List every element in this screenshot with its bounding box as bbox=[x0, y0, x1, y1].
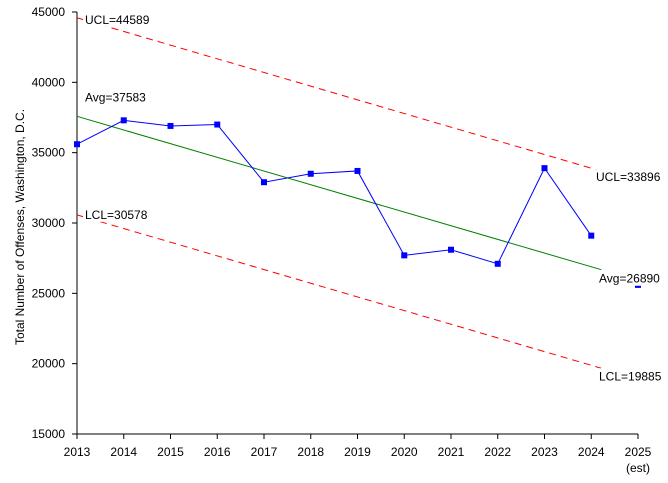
x-tick-label: 2019 bbox=[344, 445, 371, 459]
y-tick-label: 35000 bbox=[32, 146, 66, 160]
y-tick-label: 15000 bbox=[32, 427, 66, 441]
data-point-marker bbox=[120, 117, 127, 124]
data-series bbox=[74, 117, 641, 288]
data-point-marker bbox=[307, 170, 314, 177]
avg-start-label-bg bbox=[83, 89, 145, 105]
lcl-end-label: LCL=19885 bbox=[599, 369, 662, 383]
data-point-marker bbox=[448, 246, 454, 253]
average-line bbox=[76, 115, 602, 271]
data-point-marker bbox=[74, 141, 80, 148]
control-limit-lines bbox=[76, 17, 602, 369]
avg-end-label: Avg=26890 bbox=[599, 272, 660, 286]
lcl-start-label: LCL=30578 bbox=[85, 208, 148, 222]
y-tick-label: 20000 bbox=[32, 357, 66, 371]
data-point-marker bbox=[354, 167, 361, 174]
x-tick-label: 2013 bbox=[64, 445, 91, 459]
avg-start-label: Avg=37583 bbox=[85, 90, 146, 104]
x-tick-label: 2022 bbox=[484, 445, 511, 459]
y-tick-label: 45000 bbox=[32, 5, 66, 19]
data-point-marker bbox=[588, 232, 595, 239]
x-tick-label: 2016 bbox=[204, 445, 231, 459]
ucl-end-label: UCL=33896 bbox=[596, 170, 661, 184]
x-tick-sublabel: (est) bbox=[626, 461, 650, 475]
axes: 15000 20000 25000 30000 35000 40000 45000 2013 2… bbox=[32, 5, 652, 475]
lcl-end-label-bg bbox=[597, 368, 659, 384]
ucl-end-label-bg bbox=[594, 169, 656, 185]
x-tick-label: 2017 bbox=[251, 445, 278, 459]
avg-end-label-bg bbox=[597, 270, 659, 286]
x-tick-label: 2025 bbox=[625, 445, 652, 459]
lcl-line bbox=[76, 214, 602, 369]
data-point-marker bbox=[401, 252, 408, 259]
data-point-marker bbox=[541, 165, 548, 172]
series-line bbox=[76, 119, 592, 265]
y-tick-label: 40000 bbox=[32, 75, 66, 89]
y-tick-label: 25000 bbox=[32, 286, 66, 300]
x-tick-label: 2015 bbox=[157, 445, 184, 459]
x-tick-label: 2020 bbox=[391, 445, 418, 459]
data-point-marker bbox=[214, 121, 221, 128]
lcl-start-label-bg bbox=[83, 206, 145, 222]
ucl-start-label: UCL=44589 bbox=[85, 13, 150, 27]
x-tick-label: 2021 bbox=[438, 445, 465, 459]
data-point-marker bbox=[167, 122, 174, 129]
ucl-line bbox=[76, 17, 602, 172]
y-tick-label: 30000 bbox=[32, 216, 66, 230]
x-tick-label: 2014 bbox=[110, 445, 137, 459]
x-tick-label: 2023 bbox=[531, 445, 558, 459]
annotations: UCL=44589 Avg=37583 LCL=30578 UCL=33896 Avg=… bbox=[83, 11, 662, 384]
x-tick-label: 2018 bbox=[297, 445, 324, 459]
ucl-start-label-bg bbox=[83, 11, 145, 27]
x-tick-label: 2024 bbox=[578, 445, 605, 459]
data-point-marker bbox=[261, 179, 267, 186]
data-point-marker bbox=[494, 260, 501, 267]
y-axis-label: Total Number of Offenses, Washington, D.… bbox=[13, 109, 27, 345]
